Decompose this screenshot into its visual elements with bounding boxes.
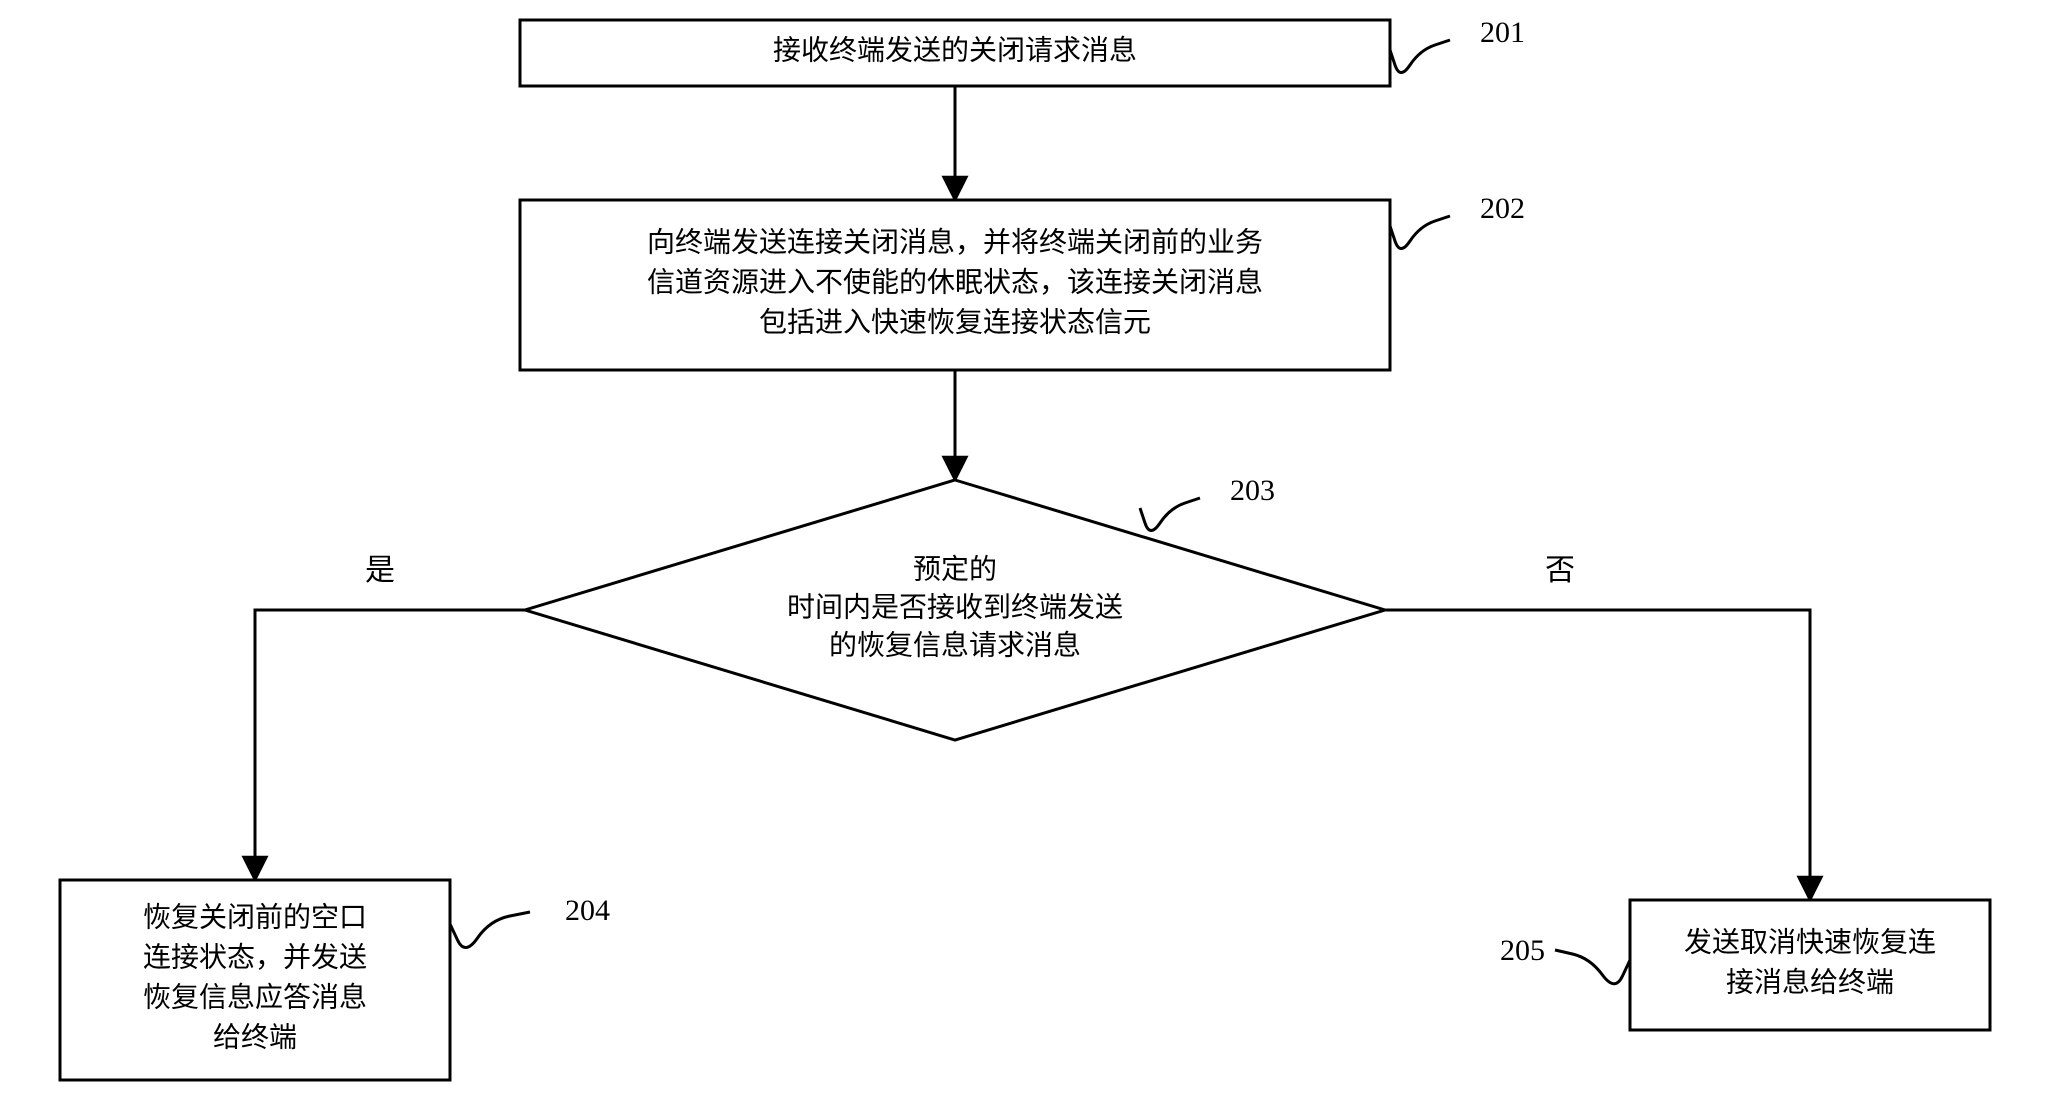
svg-text:预定的: 预定的 bbox=[913, 553, 997, 585]
flow-node-n201: 接收终端发送的关闭请求消息 bbox=[520, 20, 1390, 86]
svg-text:接收终端发送的关闭请求消息: 接收终端发送的关闭请求消息 bbox=[773, 34, 1137, 66]
svg-text:信道资源进入不使能的休眠状态，该连接关闭消息: 信道资源进入不使能的休眠状态，该连接关闭消息 bbox=[647, 266, 1263, 298]
svg-text:恢复信息应答消息: 恢复信息应答消息 bbox=[143, 981, 367, 1013]
svg-text:接消息给终端: 接消息给终端 bbox=[1726, 966, 1894, 998]
edge-label: 否 bbox=[1545, 554, 1575, 587]
edge-label: 是 bbox=[365, 554, 395, 587]
svg-text:给终端: 给终端 bbox=[213, 1021, 297, 1053]
svg-text:203: 203 bbox=[1230, 474, 1275, 507]
svg-text:向终端发送连接关闭消息，并将终端关闭前的业务: 向终端发送连接关闭消息，并将终端关闭前的业务 bbox=[647, 226, 1263, 258]
flow-edge bbox=[1385, 610, 1810, 900]
svg-text:205: 205 bbox=[1500, 934, 1545, 967]
flow-node-n202: 向终端发送连接关闭消息，并将终端关闭前的业务信道资源进入不使能的休眠状态，该连接… bbox=[520, 200, 1390, 370]
svg-text:202: 202 bbox=[1480, 192, 1525, 225]
svg-text:包括进入快速恢复连接状态信元: 包括进入快速恢复连接状态信元 bbox=[759, 306, 1151, 338]
svg-text:的恢复信息请求消息: 的恢复信息请求消息 bbox=[829, 629, 1081, 661]
flow-node-n205: 发送取消快速恢复连接消息给终端 bbox=[1630, 900, 1990, 1030]
svg-text:时间内是否接收到终端发送: 时间内是否接收到终端发送 bbox=[787, 591, 1123, 623]
svg-text:恢复关闭前的空口: 恢复关闭前的空口 bbox=[143, 901, 367, 933]
svg-text:发送取消快速恢复连: 发送取消快速恢复连 bbox=[1684, 926, 1936, 958]
svg-text:201: 201 bbox=[1480, 16, 1525, 49]
svg-text:连接状态，并发送: 连接状态，并发送 bbox=[143, 941, 367, 973]
svg-text:204: 204 bbox=[565, 894, 610, 927]
flow-edge bbox=[255, 610, 525, 880]
flow-node-n203: 预定的时间内是否接收到终端发送的恢复信息请求消息 bbox=[525, 480, 1385, 740]
flow-node-n204: 恢复关闭前的空口连接状态，并发送恢复信息应答消息给终端 bbox=[60, 880, 450, 1080]
